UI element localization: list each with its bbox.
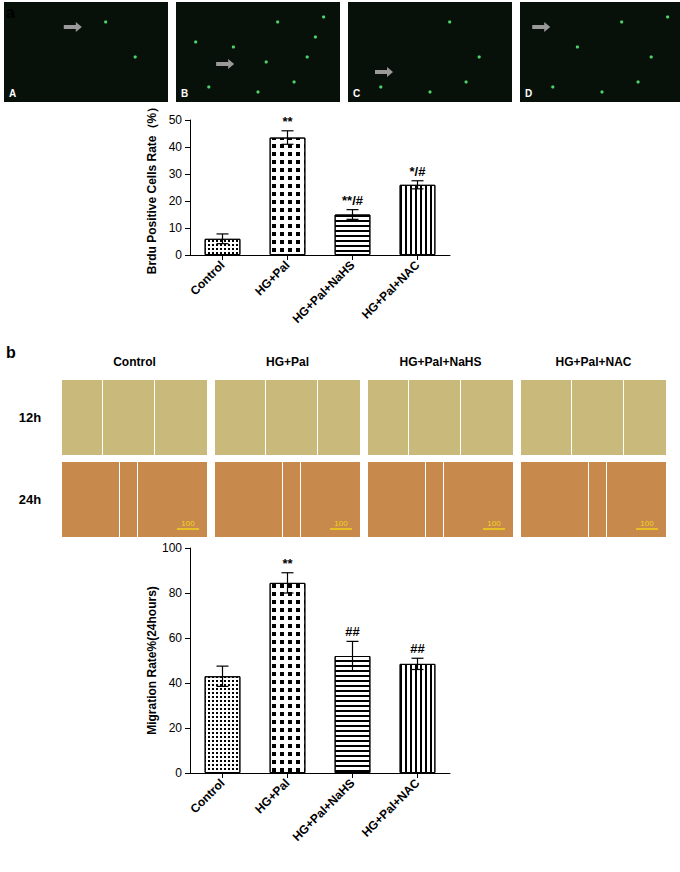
svg-text:HG+Pal+NaHS: HG+Pal+NaHS <box>290 776 358 844</box>
svg-text:##: ## <box>410 641 425 656</box>
svg-text:*/#: */# <box>410 164 427 179</box>
svg-text:**/#: **/# <box>342 193 364 208</box>
svg-text:40: 40 <box>169 676 183 690</box>
svg-text:20: 20 <box>169 194 183 208</box>
svg-text:**: ** <box>282 114 293 129</box>
svg-text:HG+Pal+NaHS: HG+Pal+NaHS <box>399 355 481 369</box>
svg-text:100: 100 <box>487 519 501 528</box>
svg-text:HG+Pal+NAC: HG+Pal+NAC <box>359 258 423 322</box>
svg-text:B: B <box>181 88 188 99</box>
svg-text:10: 10 <box>169 221 183 235</box>
svg-text:HG+Pal+NAC: HG+Pal+NAC <box>555 355 631 369</box>
svg-text:20: 20 <box>169 721 183 735</box>
svg-text:HG+Pal: HG+Pal <box>252 776 292 816</box>
svg-text:80: 80 <box>169 586 183 600</box>
svg-text:HG+Pal: HG+Pal <box>266 355 309 369</box>
svg-text:60: 60 <box>169 631 183 645</box>
svg-text:30: 30 <box>169 167 183 181</box>
svg-text:100: 100 <box>162 541 182 555</box>
svg-text:Control: Control <box>187 258 227 298</box>
svg-text:HG+Pal+NaHS: HG+Pal+NaHS <box>290 258 358 326</box>
svg-text:100: 100 <box>334 519 348 528</box>
svg-text:Brdu Positive Cells Rate（%）: Brdu Positive Cells Rate（%） <box>145 101 159 274</box>
svg-text:100: 100 <box>181 519 195 528</box>
svg-text:Control: Control <box>187 776 227 816</box>
svg-text:D: D <box>525 88 532 99</box>
svg-text:0: 0 <box>175 248 182 262</box>
svg-text:HG+Pal: HG+Pal <box>252 258 292 298</box>
svg-text:HG+Pal+NAC: HG+Pal+NAC <box>359 776 423 840</box>
svg-text:Control: Control <box>113 355 156 369</box>
svg-text:a: a <box>6 4 15 21</box>
svg-text:40: 40 <box>169 140 183 154</box>
svg-text:50: 50 <box>169 113 183 127</box>
svg-text:0: 0 <box>175 766 182 780</box>
svg-text:Migration Rate%(24hours): Migration Rate%(24hours) <box>145 586 159 735</box>
svg-text:C: C <box>353 88 360 99</box>
svg-text:b: b <box>6 344 16 361</box>
svg-text:##: ## <box>345 624 360 639</box>
svg-text:A: A <box>9 88 16 99</box>
svg-text:**: ** <box>282 556 293 571</box>
svg-text:24h: 24h <box>19 492 41 507</box>
svg-text:12h: 12h <box>19 410 41 425</box>
svg-text:100: 100 <box>640 519 654 528</box>
